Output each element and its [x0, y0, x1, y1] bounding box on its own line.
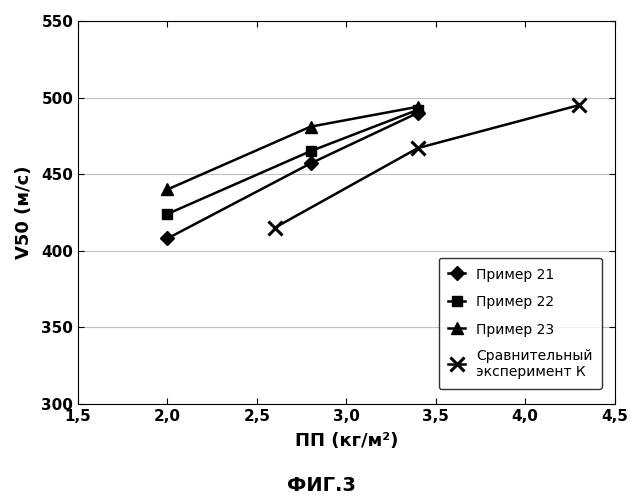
Legend: Пример 21, Пример 22, Пример 23, Сравнительный
эксперимент К: Пример 21, Пример 22, Пример 23, Сравнит… [439, 258, 602, 389]
Пример 21 [414, 110, 422, 116]
Сравнительный
эксперимент К [575, 102, 583, 108]
Y-axis label: V50 (м/с): V50 (м/с) [15, 166, 33, 259]
Пример 22 [163, 211, 171, 217]
Пример 21 [163, 236, 171, 242]
Пример 22 [414, 107, 422, 113]
Пример 23 [307, 124, 314, 130]
Пример 21 [307, 160, 314, 166]
Сравнительный
эксперимент К [414, 145, 422, 151]
Text: ФИГ.3: ФИГ.3 [287, 476, 356, 495]
Line: Сравнительный
эксперимент К: Сравнительный эксперимент К [268, 98, 586, 234]
X-axis label: ПП (кг/м²): ПП (кг/м²) [294, 432, 398, 450]
Пример 23 [163, 186, 171, 192]
Сравнительный
эксперимент К [271, 224, 278, 230]
Пример 22 [307, 148, 314, 154]
Line: Пример 22: Пример 22 [163, 105, 422, 219]
Line: Пример 23: Пример 23 [161, 100, 424, 196]
Line: Пример 21: Пример 21 [163, 108, 422, 244]
Пример 23 [414, 104, 422, 110]
